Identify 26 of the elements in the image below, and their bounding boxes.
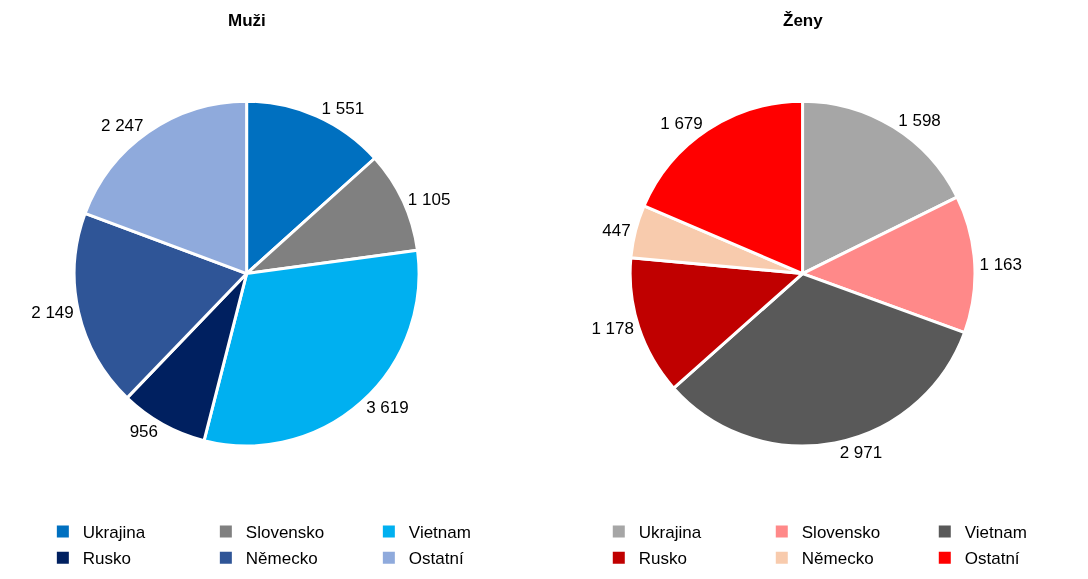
data-label: 1 105 [407,189,451,209]
data-label: 1 163 [979,254,1023,274]
chart-title: Ženy [783,11,824,30]
legend-label: Slovensko [245,523,325,543]
legend-label: Německo [245,549,318,569]
legend-label: Vietnam [964,523,1027,543]
chart-title: Muži [228,11,266,30]
data-label: 956 [129,422,159,442]
data-label: 2 971 [839,442,883,462]
legend-label: Rusko [638,549,687,569]
legend-label: Ukrajina [82,523,146,543]
legend-label: Vietnam [408,523,471,543]
legend-label: Ostatní [408,549,464,569]
data-label: 1 598 [898,110,941,130]
data-label: 2 149 [31,302,74,322]
legend-label: Slovensko [801,523,881,543]
data-label: 1 178 [591,318,634,338]
legend-label: Německo [801,549,874,569]
legend-label: Ukrajina [638,523,702,543]
data-label: 447 [602,221,631,241]
data-label: 3 619 [366,398,409,418]
data-label: 1 551 [321,98,365,118]
data-label: 2 247 [100,116,144,136]
legend-label: Rusko [82,549,132,569]
data-label: 1 679 [660,113,703,133]
legend-label: Ostatní [964,549,1020,569]
